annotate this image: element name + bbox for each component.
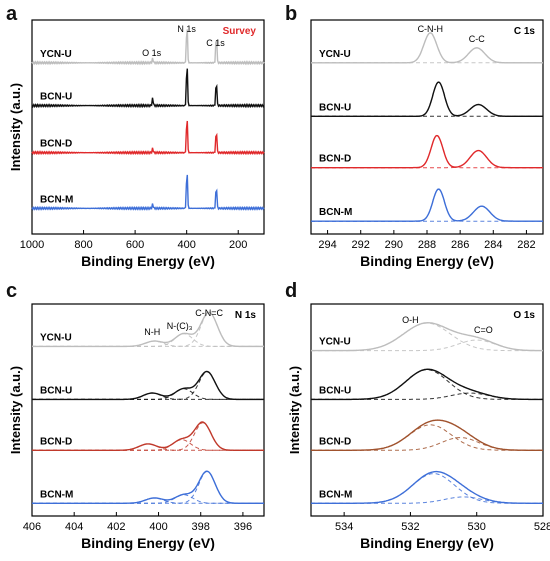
panel-letter: b xyxy=(285,3,297,25)
peak-annotation: C=O xyxy=(474,325,493,335)
x-tick-label: 396 xyxy=(234,521,252,533)
x-tick-label: 600 xyxy=(126,239,144,251)
series-label: BCN-U xyxy=(319,385,351,396)
x-tick-label: 284 xyxy=(484,239,502,251)
x-tick-label: 406 xyxy=(23,521,41,533)
x-tick-label: 532 xyxy=(401,521,419,533)
series-label: BCN-D xyxy=(319,436,351,447)
peak-annotation: C-C xyxy=(469,34,485,44)
peak-annotation: C-N=C xyxy=(195,308,223,318)
series-line-ycn-u xyxy=(311,321,543,352)
x-axis-title: Binding Energy (eV) xyxy=(81,535,215,551)
x-tick-label: 528 xyxy=(534,521,550,533)
series-line-ycn-u xyxy=(32,311,264,348)
series-label: YCN-U xyxy=(319,49,351,60)
x-tick-label: 402 xyxy=(107,521,125,533)
series-label: BCN-U xyxy=(40,385,72,396)
series-line-bcn-m xyxy=(311,470,543,504)
series-label: BCN-M xyxy=(40,489,73,500)
x-tick-label: 286 xyxy=(451,239,469,251)
series-line-bcn-u xyxy=(311,81,543,117)
region-label: Survey xyxy=(223,26,257,37)
series-label: BCN-D xyxy=(40,436,72,447)
x-axis-title: Binding Energy (eV) xyxy=(81,253,215,269)
panel-letter: c xyxy=(6,280,17,302)
series-line-ycn-u xyxy=(311,32,543,64)
y-axis-title: Intensity (a.u.) xyxy=(8,366,23,454)
plot-frame xyxy=(31,303,265,517)
x-tick-label: 1000 xyxy=(20,239,44,251)
panel-letter: d xyxy=(285,280,297,302)
series-label: YCN-U xyxy=(40,49,72,60)
series-label: BCN-M xyxy=(40,194,73,205)
series-label: BCN-U xyxy=(319,102,351,113)
chart-panel-c: c 406 404 402 400 398 396 Binding Energy (eV) In… xyxy=(6,280,265,551)
series-label: YCN-U xyxy=(40,332,72,343)
x-tick-label: 200 xyxy=(229,239,247,251)
peak-annotation: C 1s xyxy=(206,38,225,48)
x-axis-title: Binding Energy (eV) xyxy=(360,253,494,269)
series-line-bcn-d xyxy=(32,421,264,451)
y-axis-title: Intensity (a.u.) xyxy=(287,366,302,454)
region-label: C 1s xyxy=(514,26,536,37)
series-label: BCN-D xyxy=(319,154,351,165)
series-label: BCN-D xyxy=(40,139,72,150)
peak-annotation: C-N-H xyxy=(418,24,444,34)
chart-panel-b: b 294 292 290 288 286 284 282 Binding Energy (eV… xyxy=(285,3,544,269)
x-tick-label: 800 xyxy=(74,239,92,251)
x-axis-title: Binding Energy (eV) xyxy=(360,535,494,551)
x-tick-label: 534 xyxy=(335,521,353,533)
series-line-bcn-u xyxy=(311,368,543,401)
x-tick-label: 530 xyxy=(468,521,486,533)
series-line-bcn-m xyxy=(31,174,265,211)
panel-letter: a xyxy=(6,3,18,25)
series-line-bcn-u xyxy=(32,370,264,401)
peak-annotation: N-(C)₃ xyxy=(167,321,193,331)
series-line-bcn-d xyxy=(311,134,543,169)
chart-panel-a: a 1000 800 600 400 200 Binding Energy (eV) Inte… xyxy=(6,3,265,269)
x-tick-label: 282 xyxy=(517,239,535,251)
series-label: BCN-M xyxy=(319,207,352,218)
peak-annotation: N 1s xyxy=(177,24,196,34)
y-axis-title: Intensity (a.u.) xyxy=(8,83,23,171)
series-line-bcn-d xyxy=(31,120,265,156)
series-line-bcn-m xyxy=(311,188,543,222)
peak-annotation: N-H xyxy=(144,327,160,337)
peak-annotation: O-H xyxy=(402,315,419,325)
plot-frame xyxy=(31,19,265,235)
peak-annotation: O 1s xyxy=(142,48,162,58)
series-label: BCN-M xyxy=(319,489,352,500)
series-line-ycn-u xyxy=(31,29,265,66)
series-label: BCN-U xyxy=(40,92,72,103)
x-tick-label: 398 xyxy=(192,521,210,533)
x-tick-label: 404 xyxy=(65,521,83,533)
x-tick-label: 290 xyxy=(385,239,403,251)
x-tick-label: 400 xyxy=(149,521,167,533)
series-label: YCN-U xyxy=(319,337,351,348)
x-tick-label: 292 xyxy=(352,239,370,251)
region-label: O 1s xyxy=(513,310,535,321)
series-line-bcn-u xyxy=(31,68,265,109)
series-line-bcn-d xyxy=(311,419,543,451)
chart-panel-d: d 534 532 530 528 Binding Energy (eV) Intensit… xyxy=(285,280,550,551)
x-tick-label: 288 xyxy=(418,239,436,251)
region-label: N 1s xyxy=(235,310,257,321)
series-line-bcn-m xyxy=(32,470,264,504)
x-tick-label: 294 xyxy=(318,239,336,251)
x-tick-label: 400 xyxy=(177,239,195,251)
plot-frame xyxy=(310,303,544,517)
